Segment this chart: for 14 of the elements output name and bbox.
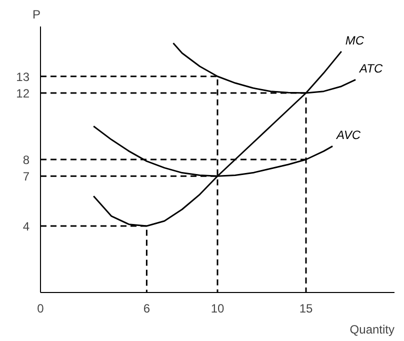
x-axis-title: Quantity [350,322,395,336]
y-axis-title: P [32,8,41,22]
y-tick-label: 8 [22,153,30,167]
x-tick-label: 6 [143,302,150,316]
y-tick-label: 4 [22,220,30,234]
x-tick-label: 10 [210,302,224,316]
y-tick-label: 13 [16,70,30,84]
series-label: AVC [336,128,361,142]
y-tick-label: 12 [16,86,30,100]
x-tick-label: 0 [37,302,44,316]
y-tick-label: 7 [22,170,30,184]
series-label: MC [345,33,364,48]
series-label: ATC [358,62,384,76]
x-tick-label: 15 [299,302,313,316]
